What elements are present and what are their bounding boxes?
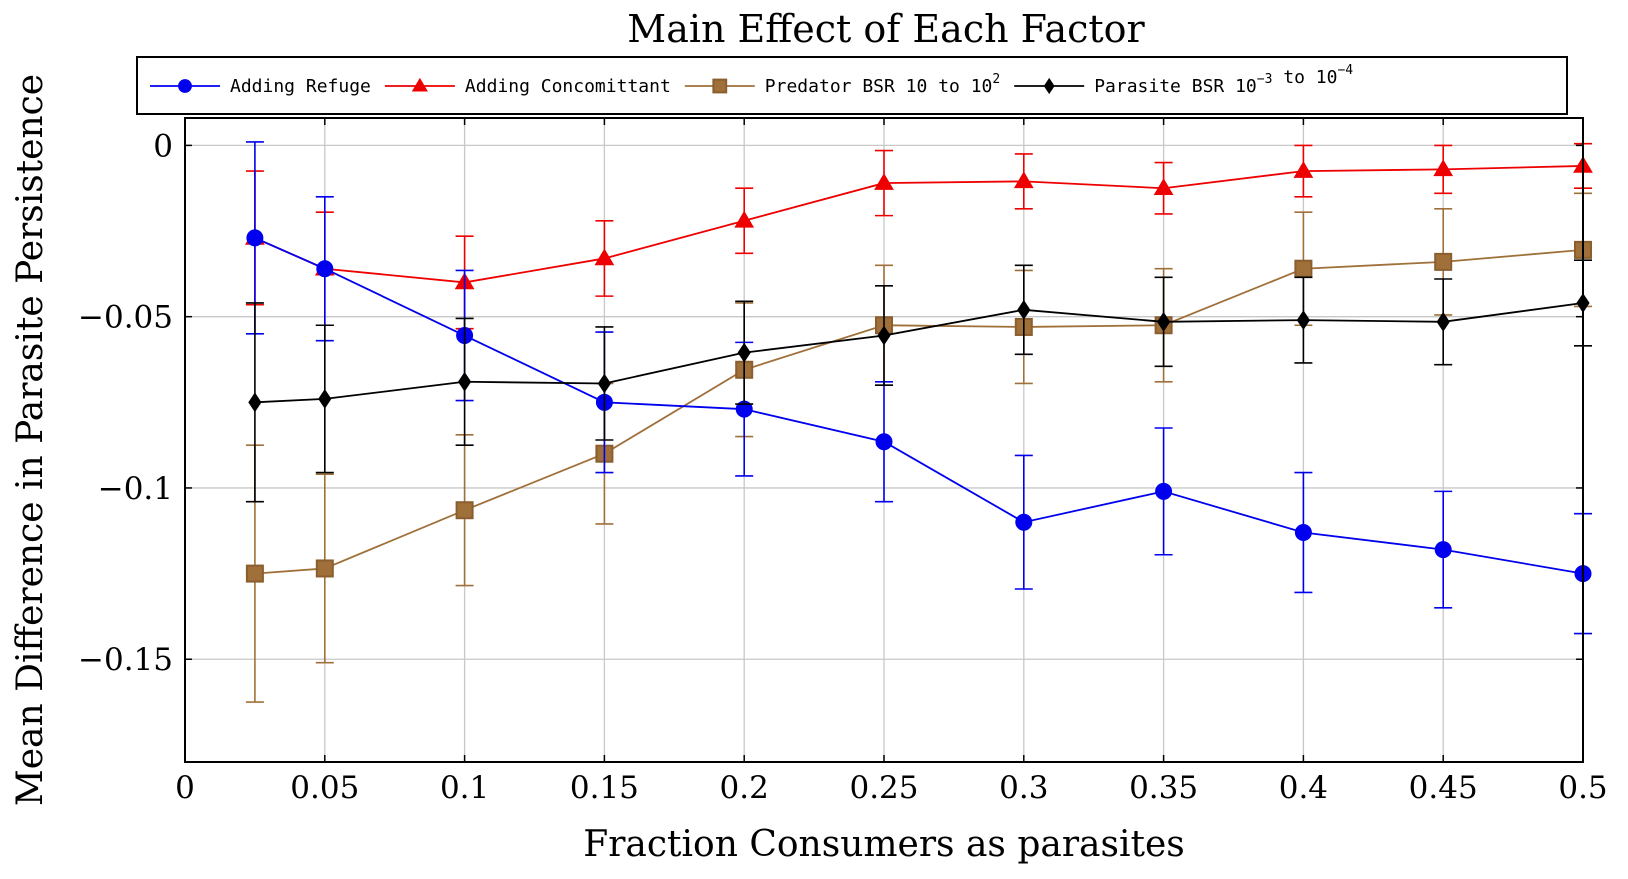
marker-triangle [734, 210, 755, 228]
marker-square [245, 564, 264, 583]
x-tick-label: 0.45 [1409, 770, 1478, 806]
marker-diamond [1017, 299, 1031, 320]
y-axis-label: Mean Difference in Parasite Persistence [10, 74, 51, 806]
legend-entry: Adding Refuge [150, 76, 371, 97]
legend: Adding Refuge Adding Concomittant Predator… [136, 56, 1568, 115]
marker-circle [1434, 541, 1452, 559]
marker-triangle [874, 173, 894, 190]
marker-diamond [737, 342, 751, 363]
marker-triangle [1013, 171, 1034, 189]
marker-diamond [1296, 310, 1311, 331]
x-tick-label: 0.15 [570, 770, 639, 806]
marker-circle [178, 79, 192, 93]
marker-triangle [1433, 159, 1454, 177]
marker-square [455, 501, 474, 520]
marker-square [1294, 259, 1313, 278]
marker-triangle [1153, 178, 1174, 196]
marker-diamond [597, 373, 612, 394]
legend-label: Predator BSR 10 to 102 [765, 72, 1000, 97]
data-points [246, 229, 1592, 583]
marker-circle [1155, 482, 1173, 500]
marker-diamond [1043, 77, 1055, 95]
marker-square [315, 559, 334, 578]
chart-title: Main Effect of Each Factor [627, 7, 1145, 51]
marker-diamond [248, 392, 262, 413]
error-bars [245, 141, 1592, 635]
y-tick-label: −0.1 [98, 471, 173, 507]
series-square [245, 192, 1592, 703]
marker-circle [246, 229, 264, 247]
marker-triangle [1293, 161, 1314, 178]
series-line [254, 237, 1584, 575]
y-tick-label: −0.15 [78, 642, 173, 678]
axis-ticks: 0 0.05 0.1 0.15 0.2 0.25 0.3 0.35 0.4 0.45 0.5 0 −0.… [78, 118, 1608, 806]
marker-circle [875, 433, 893, 451]
marker-circle [1015, 513, 1033, 531]
error-bars [245, 142, 1592, 330]
series-triangle [245, 142, 1593, 330]
series-line [254, 248, 1584, 575]
x-axis-label: Fraction Consumers as parasites [583, 824, 1185, 865]
marker-circle [316, 260, 334, 278]
series-layer [245, 141, 1593, 703]
marker-square [1434, 252, 1453, 271]
legend-label: Adding Concomittant [465, 76, 671, 97]
marker-diamond [1156, 311, 1171, 332]
x-tick-label: 0 [175, 770, 195, 806]
marker-diamond [877, 325, 891, 346]
legend-box [136, 56, 1568, 115]
marker-triangle [594, 248, 615, 266]
marker-diamond [318, 388, 332, 409]
data-points [245, 240, 1592, 583]
data-points [248, 293, 1590, 413]
series-line [254, 302, 1584, 404]
legend-entry: Adding Concomittant [384, 76, 671, 97]
y-tick-label: 0 [153, 128, 173, 164]
x-tick-label: 0.5 [1558, 770, 1607, 806]
error-bars [245, 192, 1592, 703]
data-points [245, 155, 1593, 290]
legend-entry: Predator BSR 10 to 102 [684, 72, 1000, 97]
x-tick-label: 0.35 [1129, 770, 1198, 806]
marker-triangle [411, 77, 428, 92]
legend-label: Adding Refuge [230, 76, 371, 97]
marker-diamond [457, 371, 472, 392]
marker-square [712, 78, 728, 94]
marker-diamond [1436, 311, 1450, 332]
x-tick-label: 0.25 [849, 770, 918, 806]
x-tick-label: 0.05 [290, 770, 359, 806]
legend-entry: Parasite BSR 10−3 to 10−4 [1014, 63, 1353, 97]
error-bars [245, 259, 1592, 503]
series-circle [245, 141, 1592, 635]
x-tick-label: 0.3 [999, 770, 1048, 806]
x-tick-label: 0.1 [440, 770, 489, 806]
x-tick-label: 0.4 [1279, 770, 1328, 806]
legend-label: Parasite BSR 10−3 to 10−4 [1094, 63, 1353, 97]
y-tick-label: −0.05 [78, 300, 173, 336]
x-tick-label: 0.2 [720, 770, 769, 806]
series-diamond [245, 259, 1592, 503]
marker-circle [1294, 523, 1312, 541]
